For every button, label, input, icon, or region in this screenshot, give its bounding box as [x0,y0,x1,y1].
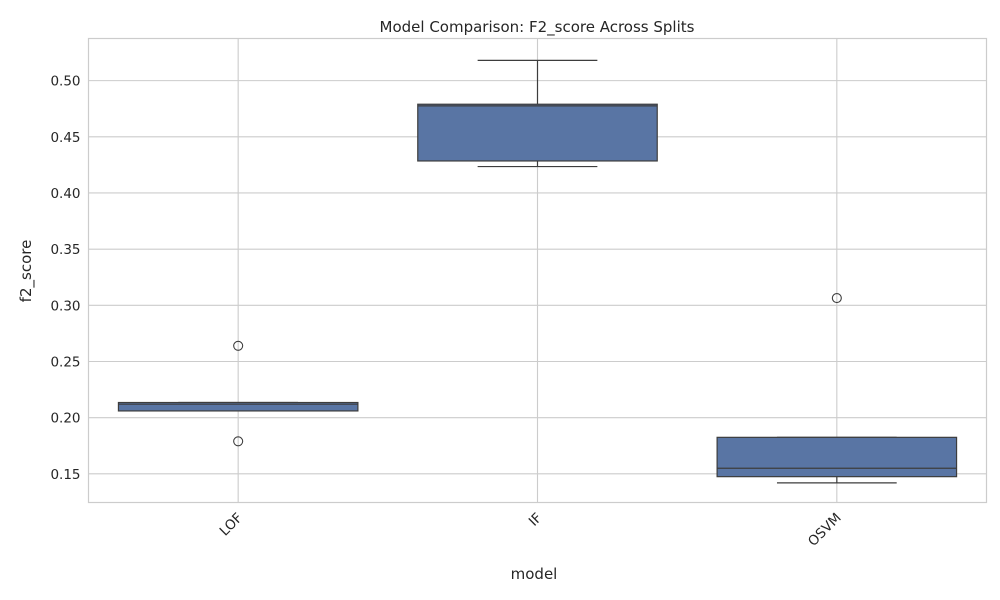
box-if [417,59,658,168]
iqr-box [117,401,359,412]
chart-title: Model Comparison: F2_score Across Splits [380,18,695,37]
box-lof [117,340,359,447]
y-tick-label: 0.40 [50,186,80,202]
outlier-point [233,340,244,351]
y-tick-label: 0.45 [50,130,80,146]
y-tick-label: 0.35 [50,242,80,258]
x-axis-label: model [511,565,558,583]
x-tick-label: OSVM [805,510,845,550]
y-tick-labels: 0.15 0.20 0.25 0.30 0.35 0.40 0.45 0.50 [50,74,80,483]
x-tick-label: LOF [217,510,246,539]
outlier-point [233,436,244,447]
y-tick-label: 0.50 [50,74,80,90]
y-tick-label: 0.25 [50,355,80,371]
y-tick-label: 0.15 [50,467,80,483]
outlier-point [831,292,842,304]
x-tick-label: IF [526,510,546,530]
iqr-box [716,436,958,478]
y-tick-label: 0.30 [50,298,80,314]
y-tick-label: 0.20 [50,411,80,427]
grid-lines [88,38,987,503]
boxes [117,59,958,484]
y-axis-label: f2_score [17,240,36,303]
iqr-box [417,103,658,162]
x-tick-labels: LOF IF OSVM [217,510,845,550]
plot-frame [87,37,988,504]
box-osvm [716,292,958,484]
